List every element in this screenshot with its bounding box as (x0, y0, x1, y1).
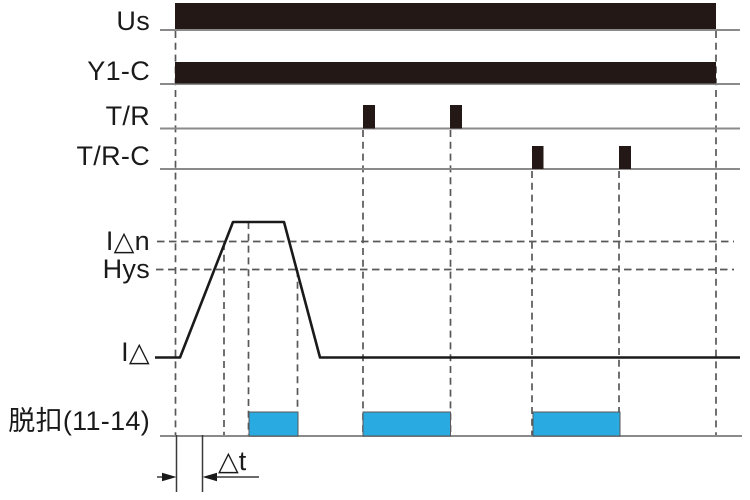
dimension-arrowhead-icon (202, 472, 217, 482)
delta-t-annotation: △t (218, 446, 247, 476)
signal-on-bar (175, 62, 716, 84)
signal-on-bar (175, 3, 716, 29)
signal-label-y1c: Y1-C (87, 56, 150, 86)
trip-output-bar (532, 411, 621, 437)
signal-label-trip: 脱扣(11-14) (8, 406, 150, 436)
test-reset-pulse (450, 105, 462, 129)
signal-label-trc: T/R-C (76, 140, 150, 171)
trip-output-bar (248, 411, 299, 437)
level-label-idn: I△n (105, 225, 150, 256)
signal-label-us: Us (116, 5, 150, 36)
current-waveform (155, 220, 740, 359)
test-reset-pulse (363, 105, 375, 129)
signal-label-tr: T/R (105, 100, 150, 131)
level-label-hys: Hys (102, 254, 150, 284)
test-reset-pulse (532, 146, 544, 169)
signal-label-id: I△ (121, 336, 150, 367)
trip-output-bar (362, 411, 451, 437)
dimension-arrowhead-icon (162, 472, 177, 482)
test-reset-pulse (619, 146, 631, 169)
